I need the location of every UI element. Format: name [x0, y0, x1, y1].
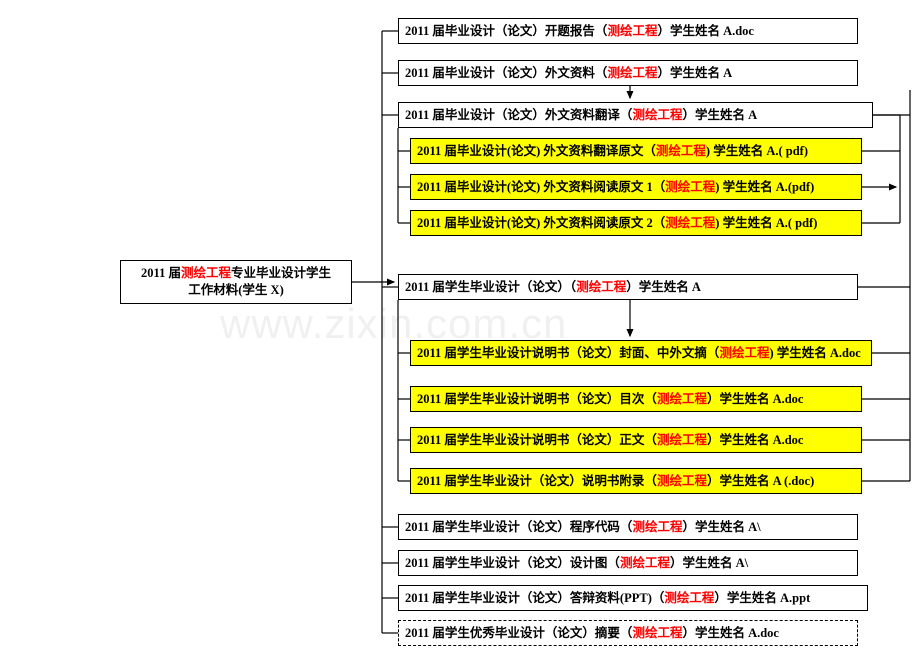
file-node: 2011 届学生毕业设计（论文）（测绘工程）学生姓名 A [398, 274, 858, 300]
node-suffix: ）学生姓名 A.doc [682, 626, 779, 640]
node-major: 测绘工程 [657, 474, 707, 488]
file-node: 2011 届学生毕业设计说明书（论文）目次（测绘工程）学生姓名 A.doc [410, 386, 862, 412]
node-prefix: 2011 届毕业设计(论文) 外文资料阅读原文 1（ [417, 180, 665, 194]
file-node: 2011 届毕业设计（论文）外文资料翻译（测绘工程）学生姓名 A [398, 102, 873, 128]
root-prefix: 2011 届 [141, 266, 181, 280]
node-prefix: 2011 届学生毕业设计说明书（论文）正文（ [417, 433, 657, 447]
node-major: 测绘工程 [632, 108, 682, 122]
node-major: 测绘工程 [620, 556, 670, 570]
file-node: 2011 届毕业设计（论文）开题报告（测绘工程）学生姓名 A.doc [398, 18, 858, 44]
node-major: 测绘工程 [632, 626, 682, 640]
node-major: 测绘工程 [607, 24, 657, 38]
node-suffix: ）学生姓名 A [626, 280, 701, 294]
file-node: 2011 届毕业设计(论文) 外文资料翻译原文（测绘工程) 学生姓名 A.( p… [410, 138, 862, 164]
root-node: 2011 届测绘工程专业毕业设计学生 工作材料(学生 X) [120, 260, 352, 304]
node-major: 测绘工程 [665, 180, 715, 194]
node-suffix: ）学生姓名 A.ppt [714, 591, 810, 605]
node-suffix: ）学生姓名 A (.doc) [707, 474, 814, 488]
node-major: 测绘工程 [657, 392, 707, 406]
node-major: 测绘工程 [664, 591, 714, 605]
node-prefix: 2011 届学生毕业设计（论文）说明书附录（ [417, 474, 657, 488]
file-node: 2011 届学生毕业设计说明书（论文）封面、中外文摘（测绘工程) 学生姓名 A.… [410, 340, 872, 366]
node-prefix: 2011 届毕业设计（论文）外文资料（ [405, 66, 607, 80]
node-suffix: ）学生姓名 A [657, 66, 732, 80]
root-suffix: 专业毕业设计学生 [231, 266, 331, 280]
node-prefix: 2011 届毕业设计（论文）开题报告（ [405, 24, 607, 38]
file-node: 2011 届学生毕业设计（论文）答辩资料(PPT)（测绘工程）学生姓名 A.pp… [398, 585, 868, 611]
node-major: 测绘工程 [665, 216, 715, 230]
file-node: 2011 届毕业设计(论文) 外文资料阅读原文 1（测绘工程) 学生姓名 A.(… [410, 174, 862, 200]
node-prefix: 2011 届学生毕业设计说明书（论文）封面、中外文摘（ [417, 346, 719, 360]
file-node: 2011 届毕业设计（论文）外文资料（测绘工程）学生姓名 A [398, 60, 858, 86]
node-major: 测绘工程 [656, 144, 706, 158]
node-prefix: 2011 届毕业设计(论文) 外文资料阅读原文 2（ [417, 216, 665, 230]
file-node: 2011 届毕业设计(论文) 外文资料阅读原文 2（测绘工程) 学生姓名 A.(… [410, 210, 862, 236]
node-major: 测绘工程 [719, 346, 769, 360]
node-prefix: 2011 届学生毕业设计（论文）答辩资料(PPT)（ [405, 591, 664, 605]
node-major: 测绘工程 [657, 433, 707, 447]
node-prefix: 2011 届学生毕业设计说明书（论文）目次（ [417, 392, 657, 406]
node-major: 测绘工程 [576, 280, 626, 294]
node-prefix: 2011 届学生优秀毕业设计（论文）摘要（ [405, 626, 632, 640]
file-node: 2011 届学生优秀毕业设计（论文）摘要（测绘工程）学生姓名 A.doc [398, 620, 858, 646]
node-suffix: ）学生姓名 A.doc [707, 433, 804, 447]
file-node: 2011 届学生毕业设计（论文）设计图（测绘工程）学生姓名 A\ [398, 550, 858, 576]
node-prefix: 2011 届学生毕业设计（论文）（ [405, 280, 576, 294]
file-node: 2011 届学生毕业设计说明书（论文）正文（测绘工程）学生姓名 A.doc [410, 427, 862, 453]
node-suffix: ) 学生姓名 A.( pdf) [715, 216, 817, 230]
node-suffix: ）学生姓名 A\ [682, 520, 760, 534]
node-major: 测绘工程 [632, 520, 682, 534]
node-suffix: ) 学生姓名 A.( pdf) [706, 144, 808, 158]
file-node: 2011 届学生毕业设计（论文）程序代码（测绘工程）学生姓名 A\ [398, 514, 858, 540]
node-prefix: 2011 届学生毕业设计（论文）设计图（ [405, 556, 620, 570]
node-suffix: ）学生姓名 A.doc [707, 392, 804, 406]
file-node: 2011 届学生毕业设计（论文）说明书附录（测绘工程）学生姓名 A (.doc) [410, 468, 862, 494]
node-prefix: 2011 届学生毕业设计（论文）程序代码（ [405, 520, 632, 534]
node-suffix: ）学生姓名 A [682, 108, 757, 122]
node-suffix: ) 学生姓名 A.doc [769, 346, 860, 360]
node-prefix: 2011 届毕业设计（论文）外文资料翻译（ [405, 108, 632, 122]
node-suffix: ）学生姓名 A\ [670, 556, 748, 570]
node-major: 测绘工程 [607, 66, 657, 80]
node-suffix: ）学生姓名 A.doc [657, 24, 754, 38]
node-prefix: 2011 届毕业设计(论文) 外文资料翻译原文（ [417, 144, 656, 158]
root-major: 测绘工程 [181, 266, 231, 280]
node-suffix: ) 学生姓名 A.(pdf) [715, 180, 814, 194]
root-line2: 工作材料(学生 X) [188, 283, 283, 297]
